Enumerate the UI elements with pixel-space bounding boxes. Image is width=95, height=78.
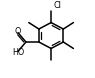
Text: Cl: Cl [53,1,61,10]
Text: O: O [14,27,21,36]
Text: HO: HO [12,48,25,57]
